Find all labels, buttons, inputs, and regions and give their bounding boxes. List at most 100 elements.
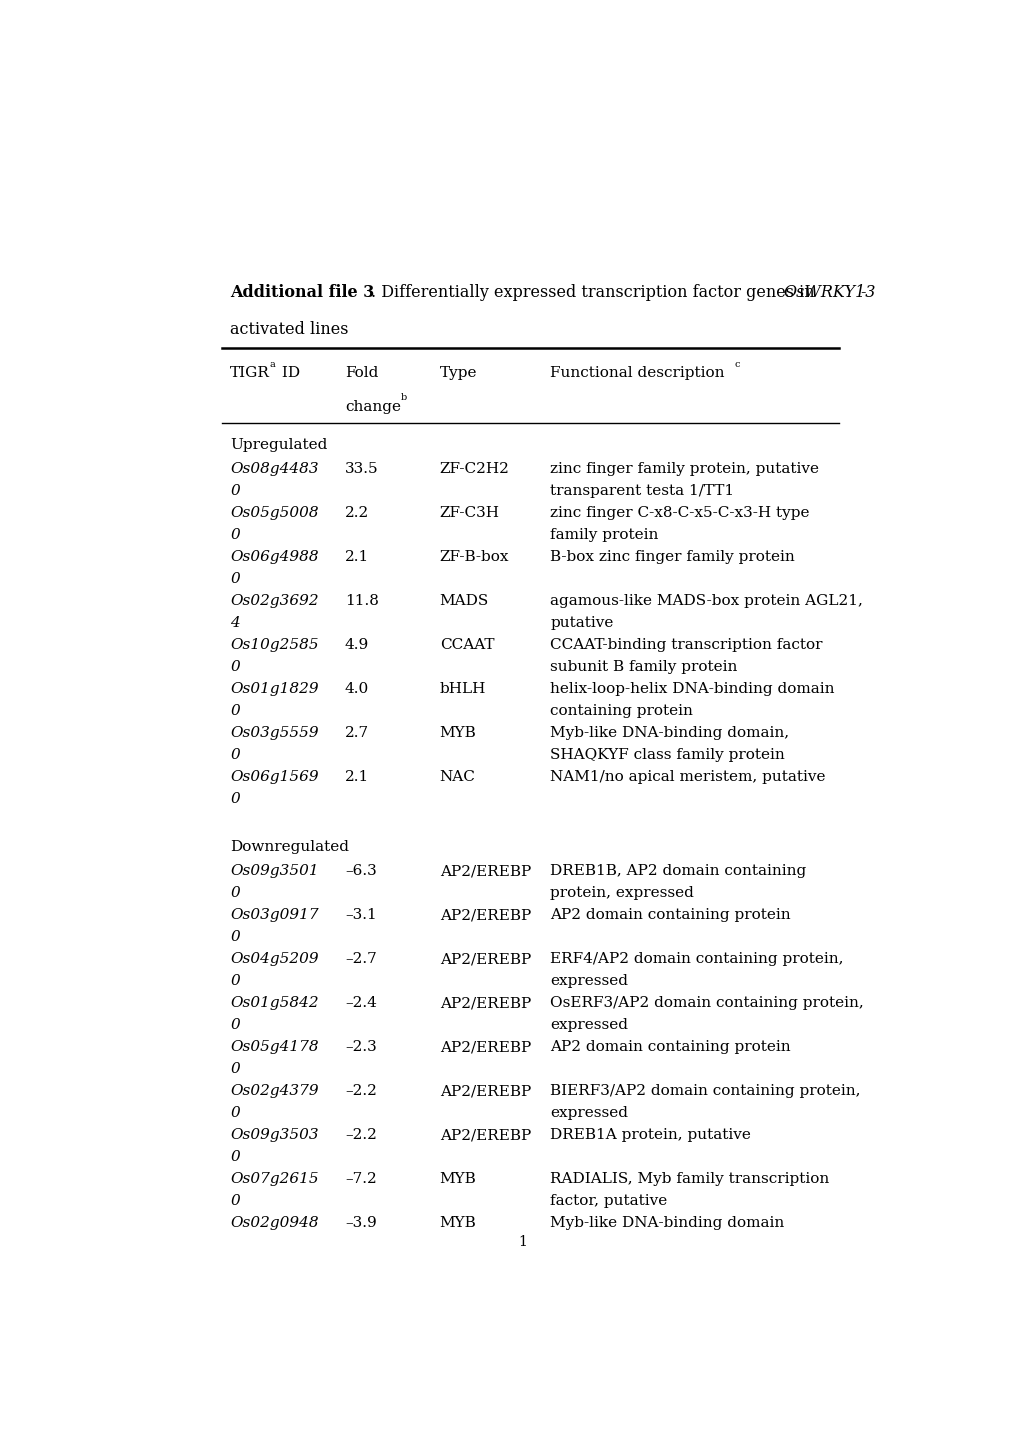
Text: Os09g3503: Os09g3503	[230, 1128, 319, 1143]
Text: ZF-B-box: ZF-B-box	[439, 550, 508, 564]
Text: AP2/EREBP: AP2/EREBP	[439, 997, 531, 1010]
Text: NAC: NAC	[439, 769, 475, 784]
Text: putative: putative	[550, 616, 613, 629]
Text: AP2 domain containing protein: AP2 domain containing protein	[550, 909, 791, 922]
Text: 0: 0	[230, 974, 239, 988]
Text: Os09g3501: Os09g3501	[230, 864, 319, 879]
Text: expressed: expressed	[550, 1019, 628, 1032]
Text: expressed: expressed	[550, 974, 628, 988]
Text: b: b	[399, 392, 407, 403]
Text: –3.9: –3.9	[344, 1216, 376, 1231]
Text: a: a	[269, 359, 275, 369]
Text: –2.2: –2.2	[344, 1128, 376, 1143]
Text: expressed: expressed	[550, 1107, 628, 1120]
Text: Os07g2615: Os07g2615	[230, 1172, 319, 1186]
Text: Upregulated: Upregulated	[230, 437, 327, 452]
Text: Myb-like DNA-binding domain,: Myb-like DNA-binding domain,	[550, 726, 789, 740]
Text: factor, putative: factor, putative	[550, 1195, 667, 1208]
Text: Os05g5008: Os05g5008	[230, 506, 319, 519]
Text: OsERF3/AP2 domain containing protein,: OsERF3/AP2 domain containing protein,	[550, 997, 863, 1010]
Text: 2.1: 2.1	[344, 550, 369, 564]
Text: agamous-like MADS-box protein AGL21,: agamous-like MADS-box protein AGL21,	[550, 595, 862, 608]
Text: AP2/EREBP: AP2/EREBP	[439, 864, 531, 879]
Text: Additional file 3: Additional file 3	[230, 284, 374, 302]
Text: 0: 0	[230, 1062, 239, 1076]
Text: 0: 0	[230, 747, 239, 762]
Text: MYB: MYB	[439, 1216, 476, 1231]
Text: family protein: family protein	[550, 528, 658, 541]
Text: ZF-C2H2: ZF-C2H2	[439, 462, 510, 476]
Text: AP2/EREBP: AP2/EREBP	[439, 1128, 531, 1143]
Text: BIERF3/AP2 domain containing protein,: BIERF3/AP2 domain containing protein,	[550, 1084, 860, 1098]
Text: 0: 0	[230, 886, 239, 900]
Text: 0: 0	[230, 1150, 239, 1165]
Text: transparent testa 1/TT1: transparent testa 1/TT1	[550, 483, 734, 498]
Text: B-box zinc finger family protein: B-box zinc finger family protein	[550, 550, 795, 564]
Text: –2.7: –2.7	[344, 952, 376, 967]
Text: helix-loop-helix DNA-binding domain: helix-loop-helix DNA-binding domain	[550, 681, 835, 696]
Text: containing protein: containing protein	[550, 704, 693, 717]
Text: MADS: MADS	[439, 595, 488, 608]
Text: Type: Type	[439, 367, 477, 381]
Text: 1: 1	[518, 1235, 527, 1248]
Text: 2.1: 2.1	[344, 769, 369, 784]
Text: –2.3: –2.3	[344, 1040, 376, 1055]
Text: MYB: MYB	[439, 1172, 476, 1186]
Text: AP2/EREBP: AP2/EREBP	[439, 1040, 531, 1055]
Text: Os08g4483: Os08g4483	[230, 462, 319, 476]
Text: AP2/EREBP: AP2/EREBP	[439, 952, 531, 967]
Text: 11.8: 11.8	[344, 595, 378, 608]
Text: AP2/EREBP: AP2/EREBP	[439, 909, 531, 922]
Text: Os03g5559: Os03g5559	[230, 726, 319, 740]
Text: Fold: Fold	[344, 367, 378, 381]
Text: 0: 0	[230, 528, 239, 541]
Text: ID: ID	[276, 367, 300, 381]
Text: 2.2: 2.2	[344, 506, 369, 519]
Text: bHLH: bHLH	[439, 681, 486, 696]
Text: -: -	[859, 284, 865, 302]
Text: NAM1/no apical meristem, putative: NAM1/no apical meristem, putative	[550, 769, 825, 784]
Text: Os06g1569: Os06g1569	[230, 769, 319, 784]
Text: ZF-C3H: ZF-C3H	[439, 506, 499, 519]
Text: . Differentially expressed transcription factor genes in: . Differentially expressed transcription…	[371, 284, 819, 302]
Text: Os02g0948: Os02g0948	[230, 1216, 319, 1231]
Text: –7.2: –7.2	[344, 1172, 376, 1186]
Text: 0: 0	[230, 1107, 239, 1120]
Text: DREB1B, AP2 domain containing: DREB1B, AP2 domain containing	[550, 864, 806, 879]
Text: 0: 0	[230, 659, 239, 674]
Text: SHAQKYF class family protein: SHAQKYF class family protein	[550, 747, 785, 762]
Text: Os02g4379: Os02g4379	[230, 1084, 319, 1098]
Text: ERF4/AP2 domain containing protein,: ERF4/AP2 domain containing protein,	[550, 952, 843, 967]
Text: 4.0: 4.0	[344, 681, 369, 696]
Text: Os06g4988: Os06g4988	[230, 550, 319, 564]
Text: Os10g2585: Os10g2585	[230, 638, 319, 652]
Text: Functional description: Functional description	[550, 367, 725, 381]
Text: RADIALIS, Myb family transcription: RADIALIS, Myb family transcription	[550, 1172, 828, 1186]
Text: 4.9: 4.9	[344, 638, 369, 652]
Text: zinc finger C-x8-C-x5-C-x3-H type: zinc finger C-x8-C-x5-C-x3-H type	[550, 506, 809, 519]
Text: protein, expressed: protein, expressed	[550, 886, 694, 900]
Text: –2.4: –2.4	[344, 997, 376, 1010]
Text: CCAAT: CCAAT	[439, 638, 494, 652]
Text: Os05g4178: Os05g4178	[230, 1040, 319, 1055]
Text: Os04g5209: Os04g5209	[230, 952, 319, 967]
Text: MYB: MYB	[439, 726, 476, 740]
Text: Downregulated: Downregulated	[230, 840, 348, 854]
Text: DREB1A protein, putative: DREB1A protein, putative	[550, 1128, 751, 1143]
Text: c: c	[734, 359, 740, 369]
Text: AP2 domain containing protein: AP2 domain containing protein	[550, 1040, 791, 1055]
Text: –2.2: –2.2	[344, 1084, 376, 1098]
Text: –6.3: –6.3	[344, 864, 376, 879]
Text: AP2/EREBP: AP2/EREBP	[439, 1084, 531, 1098]
Text: activated lines: activated lines	[230, 320, 348, 338]
Text: Os03g0917: Os03g0917	[230, 909, 319, 922]
Text: Os01g1829: Os01g1829	[230, 681, 319, 696]
Text: 0: 0	[230, 792, 239, 805]
Text: 0: 0	[230, 1019, 239, 1032]
Text: 0: 0	[230, 931, 239, 944]
Text: 33.5: 33.5	[344, 462, 378, 476]
Text: subunit B family protein: subunit B family protein	[550, 659, 737, 674]
Text: Os02g3692: Os02g3692	[230, 595, 319, 608]
Text: –3.1: –3.1	[344, 909, 376, 922]
Text: Myb-like DNA-binding domain: Myb-like DNA-binding domain	[550, 1216, 784, 1231]
